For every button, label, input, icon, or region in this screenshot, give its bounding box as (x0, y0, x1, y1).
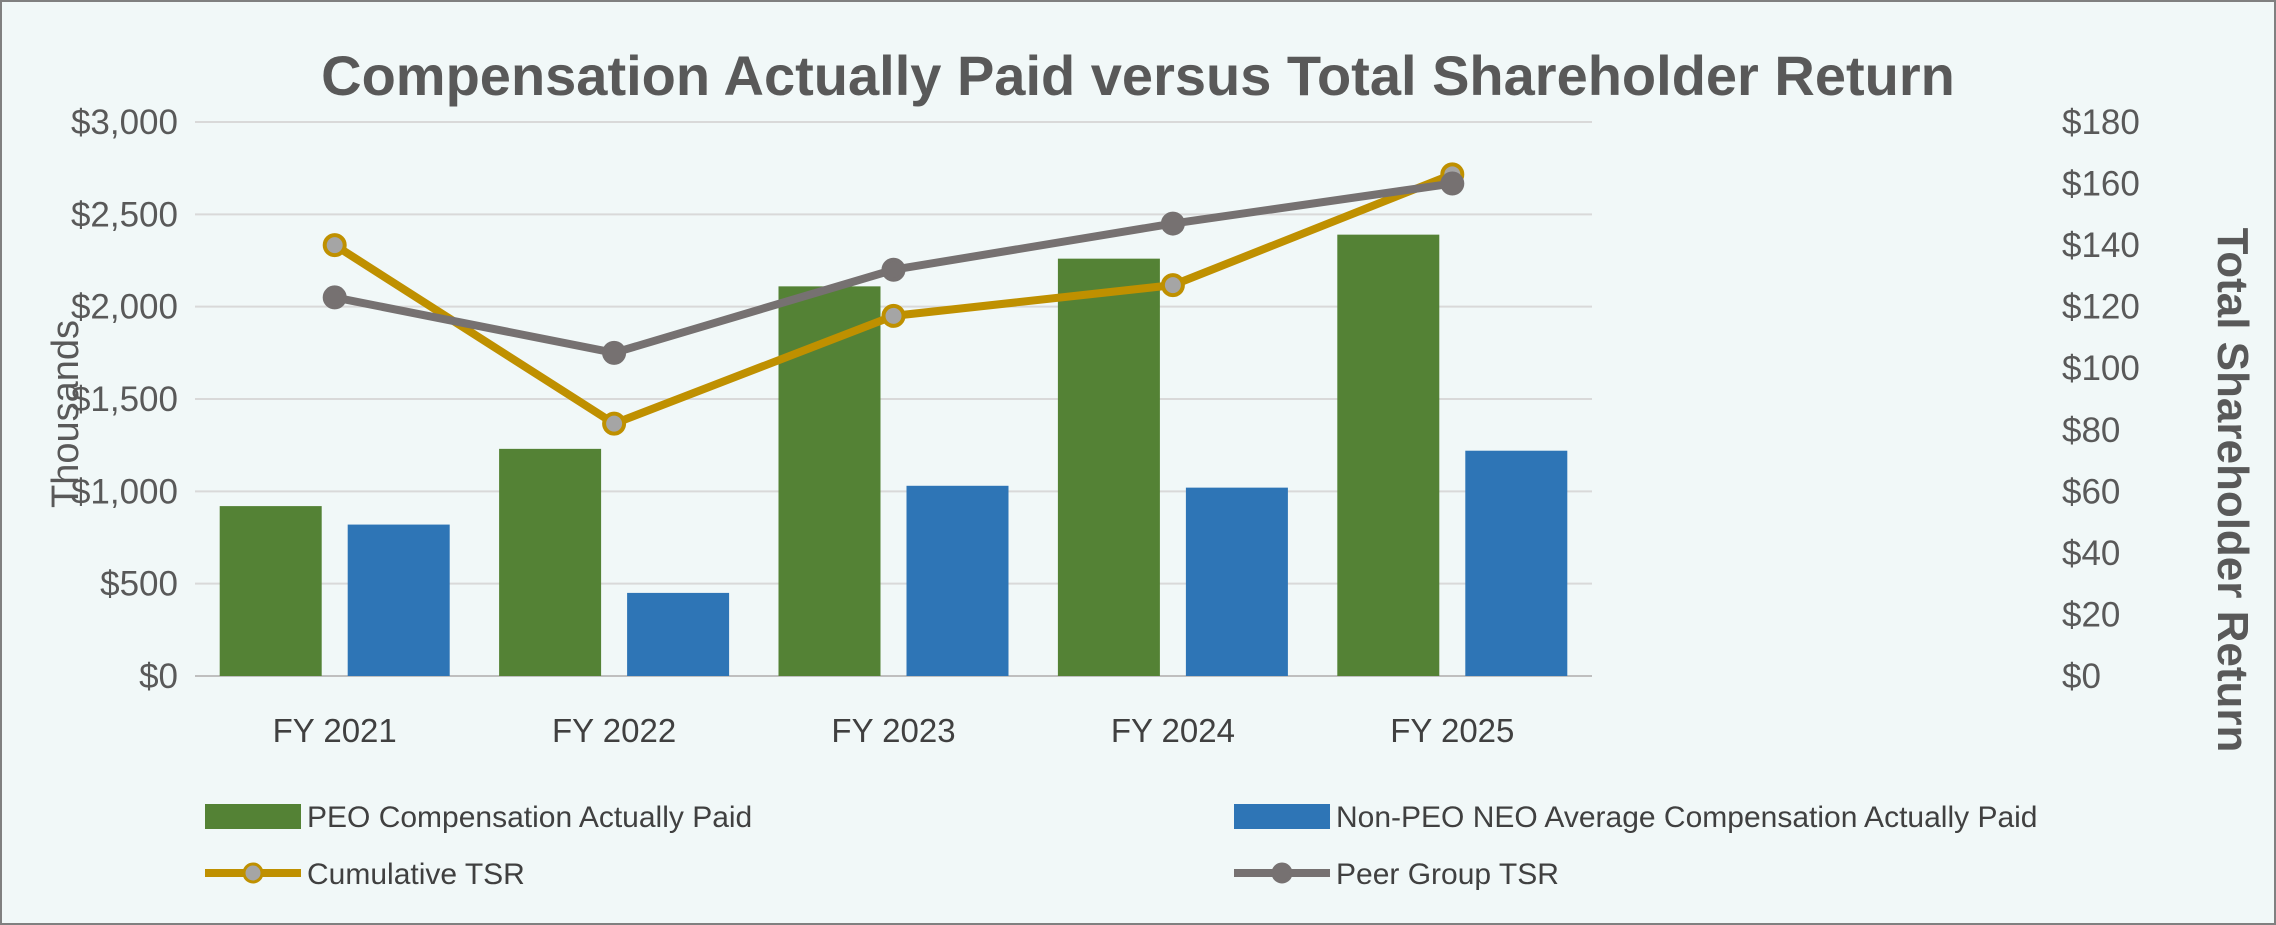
legend-label: PEO Compensation Actually Paid (307, 801, 752, 834)
axes: $0 $500 $1,000 $1,500 $2,000 $2,500 $3,000 $0 $2… (71, 103, 2140, 749)
line-point (1440, 171, 1465, 196)
y-tick-label-right: $100 (2062, 349, 2140, 388)
y-tick-label-left: $2,500 (71, 195, 178, 234)
line-point (881, 257, 906, 282)
legend-swatch (1234, 804, 1330, 829)
bar (219, 506, 322, 676)
y-tick-label-right: $80 (2062, 411, 2120, 450)
x-tick-label: FY 2024 (1111, 712, 1235, 749)
legend-swatch (205, 804, 301, 829)
y-tick-label-left: $0 (139, 657, 178, 696)
bar (1337, 234, 1440, 676)
y-tick-label-right: $60 (2062, 472, 2120, 511)
y-tick-label-left: $2,000 (71, 288, 178, 327)
line-point (322, 285, 347, 310)
legend-label: Peer Group TSR (1336, 858, 1559, 891)
line-point (1160, 211, 1185, 236)
legend-label: Non-PEO NEO Average Compensation Actuall… (1336, 801, 2037, 834)
y-axis-left-label: Thousands (45, 320, 87, 508)
y-tick-label-right: $180 (2062, 103, 2140, 142)
chart-title: Compensation Actually Paid versus Total … (321, 44, 1955, 107)
bar (1057, 258, 1160, 676)
x-tick-label: FY 2022 (552, 712, 676, 749)
y-tick-label-left: $1,000 (71, 472, 178, 511)
bar (1185, 487, 1288, 676)
y-tick-label-right: $20 (2062, 595, 2120, 634)
line-point (602, 411, 627, 436)
y-tick-label-left: $500 (100, 565, 178, 604)
x-tick-label: FY 2021 (273, 712, 397, 749)
y-tick-label-right: $120 (2062, 288, 2140, 327)
y-tick-label-left: $1,500 (71, 380, 178, 419)
y-axis-right-label: Total Shareholder Return (2208, 228, 2257, 753)
y-tick-label-right: $40 (2062, 534, 2120, 573)
line-point (322, 233, 347, 258)
y-tick-label-right: $160 (2062, 165, 2140, 204)
line-point (881, 303, 906, 328)
legend-marker (242, 862, 264, 884)
y-tick-label-right: $140 (2062, 226, 2140, 265)
y-tick-label-right: $0 (2062, 657, 2101, 696)
lines (322, 162, 1465, 436)
legend: PEO Compensation Actually Paid Non-PEO NE… (205, 801, 2037, 891)
x-tick-label: FY 2025 (1390, 712, 1514, 749)
bar (906, 485, 1009, 676)
legend-marker (1271, 862, 1293, 884)
bar (1465, 450, 1568, 676)
legend-label: Cumulative TSR (307, 858, 525, 891)
bar (499, 448, 602, 676)
line-point (602, 340, 627, 365)
line-point (1160, 273, 1185, 298)
bar (347, 524, 450, 676)
bar (627, 592, 730, 676)
x-tick-label: FY 2023 (831, 712, 955, 749)
y-tick-label-left: $3,000 (71, 103, 178, 142)
